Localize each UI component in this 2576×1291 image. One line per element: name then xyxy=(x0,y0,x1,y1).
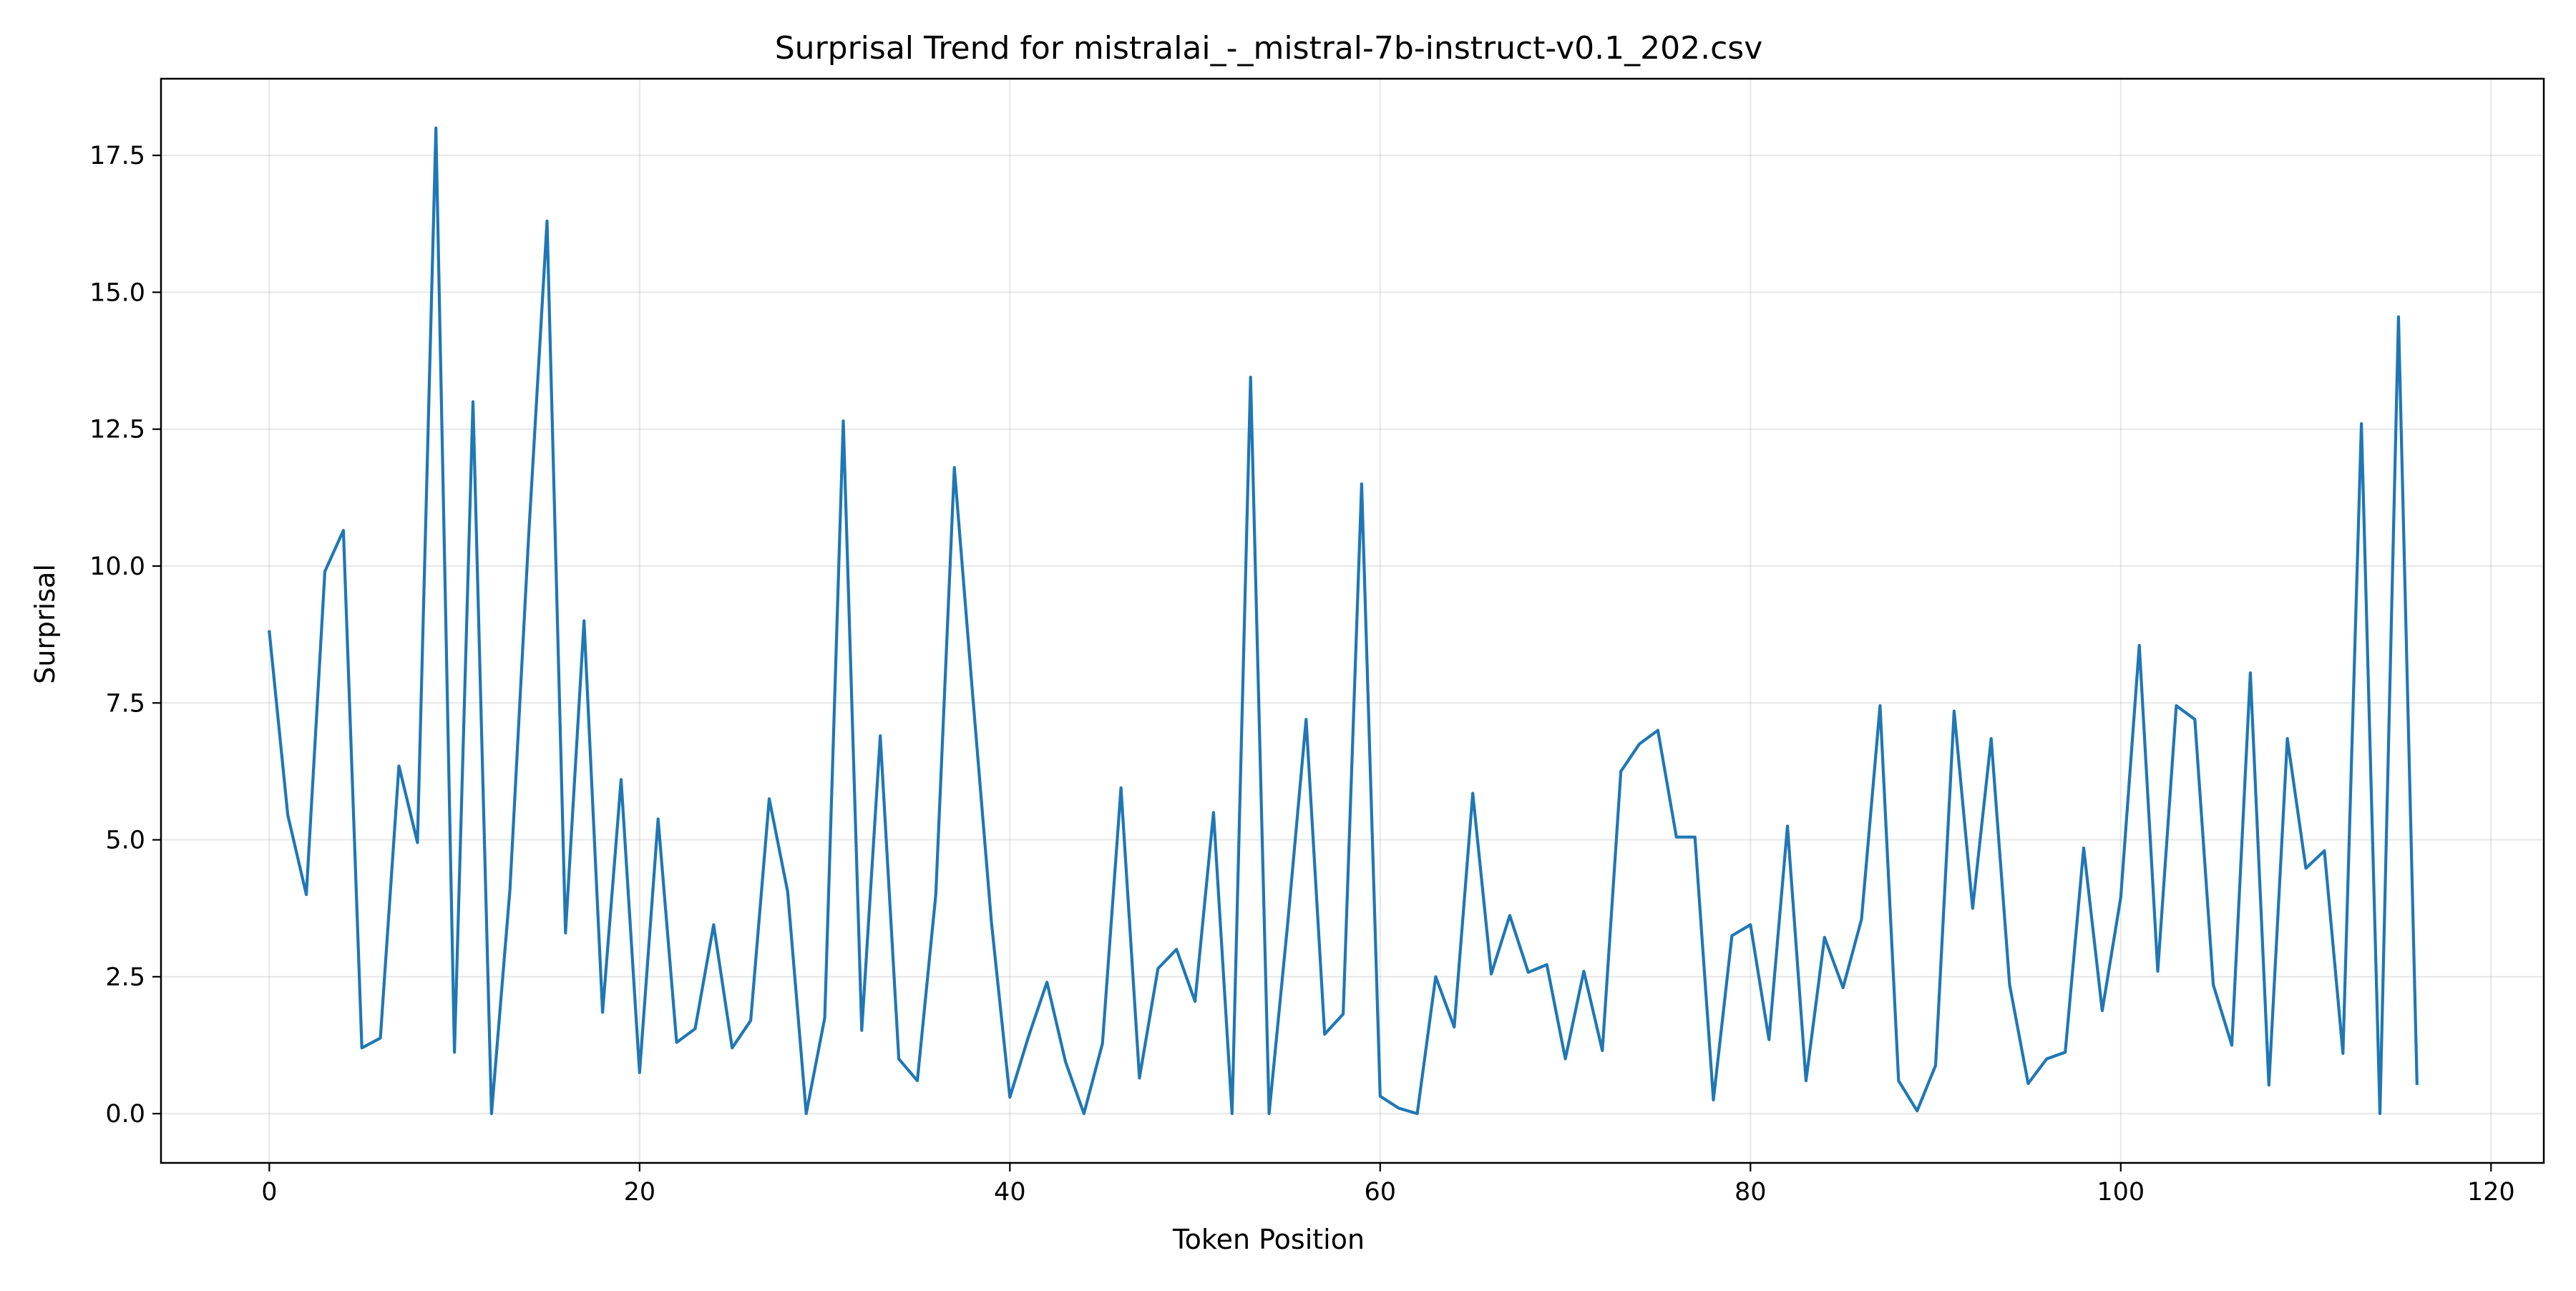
x-tick-label: 20 xyxy=(624,1178,656,1207)
y-axis-label: Surprisal xyxy=(29,564,61,684)
line-layer xyxy=(268,126,2419,1116)
x-axis-label: Token Position xyxy=(1172,1224,1365,1255)
y-tick-label: 15.0 xyxy=(89,278,145,307)
y-tick-label: 7.5 xyxy=(105,689,145,718)
plot-frame xyxy=(160,77,2545,1164)
x-tick-label: 120 xyxy=(2467,1178,2515,1207)
y-tick-label: 0.0 xyxy=(105,1100,145,1129)
x-tick-label: 60 xyxy=(1365,1178,1397,1207)
chart-title: Surprisal Trend for mistralai_-_mistral-… xyxy=(775,30,1763,67)
y-tick-label: 2.5 xyxy=(105,963,145,992)
y-tick-label: 12.5 xyxy=(89,416,145,444)
x-tick-label: 40 xyxy=(994,1178,1026,1207)
tick-layer: 0 20 40 60 80 100 120 0.0 2.5 5.0 7.5 10.0 12.5 15.0 1… xyxy=(89,142,2515,1207)
y-tick-label: 17.5 xyxy=(89,142,145,170)
x-tick-label: 0 xyxy=(261,1178,277,1207)
x-tick-label: 100 xyxy=(2097,1178,2145,1207)
surprisal-series-line xyxy=(268,126,2419,1116)
x-tick-label: 80 xyxy=(1735,1178,1767,1207)
y-tick-label: 10.0 xyxy=(89,552,145,581)
y-tick-label: 5.0 xyxy=(105,827,145,855)
